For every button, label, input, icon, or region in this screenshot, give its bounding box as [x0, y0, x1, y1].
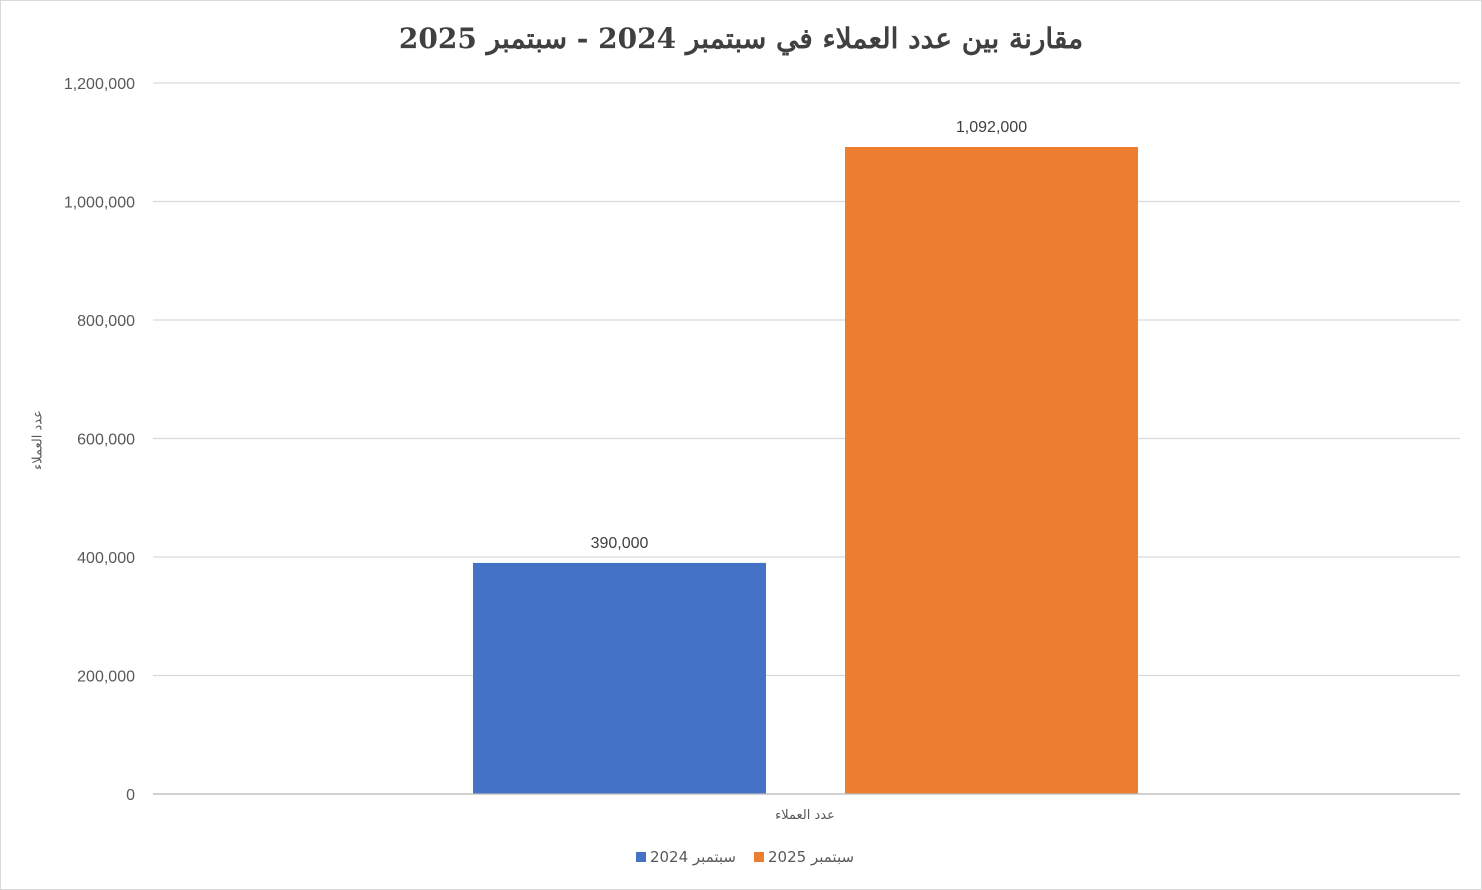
y-tick-label: 200,000	[77, 669, 135, 686]
y-tick-label: 1,200,000	[64, 76, 135, 93]
chart-title: مقارنة بين عدد العملاء في سبتمبر 2024 - …	[398, 22, 1084, 55]
bar-2024[interactable]	[473, 562, 766, 794]
legend-label-2024: سبتمبر 2024	[649, 848, 736, 866]
legend-item-2024[interactable]: سبتمبر 2024	[635, 848, 736, 866]
data-label-2024: 390,000	[591, 535, 649, 552]
x-category-label: عدد العملاء	[775, 808, 835, 823]
legend: سبتمبر 2024 سبتمبر 2025	[0, 848, 1482, 866]
legend-item-2025[interactable]: سبتمبر 2025	[754, 848, 854, 866]
legend-swatch-2025	[754, 852, 764, 862]
data-label-2025: 1,092,000	[956, 119, 1027, 136]
bar-2025[interactable]	[845, 146, 1138, 795]
legend-label-2025: سبتمبر 2025	[768, 848, 855, 866]
legend-swatch-2024	[635, 852, 646, 862]
y-tick-label: 400,000	[77, 550, 135, 567]
y-tick-label: 600,000	[77, 432, 135, 449]
y-tick-label: 800,000	[77, 313, 135, 330]
y-tick-label: 0	[126, 787, 135, 804]
y-tick-label: 1,000,000	[64, 195, 135, 212]
